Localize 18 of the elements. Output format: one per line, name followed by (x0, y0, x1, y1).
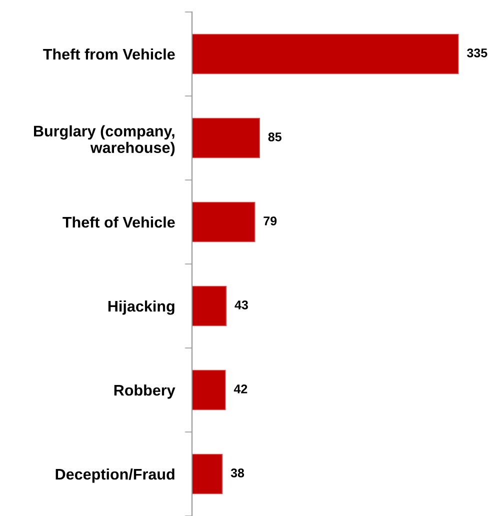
bar (192, 370, 226, 410)
y-tick-label: Robbery (114, 384, 176, 399)
bar (192, 286, 227, 326)
data-label: 42 (234, 384, 248, 394)
y-tick-label: Theft from Vehicle (43, 48, 175, 60)
bar (192, 202, 256, 242)
data-label: 85 (268, 132, 282, 142)
data-label: 79 (264, 216, 277, 226)
data-label: 43 (234, 300, 248, 310)
y-tick-label: Burglary (company, warehouse) (34, 125, 175, 156)
bar (192, 118, 260, 158)
y-tick-label: Theft of Vehicle (62, 216, 175, 228)
data-label: 38 (230, 468, 244, 478)
bar (192, 454, 223, 494)
data-label: 335 (467, 48, 488, 58)
y-tick-label: Hijacking (108, 300, 174, 315)
bar (192, 34, 459, 74)
y-tick-label: Deception/Fraud (56, 468, 174, 483)
